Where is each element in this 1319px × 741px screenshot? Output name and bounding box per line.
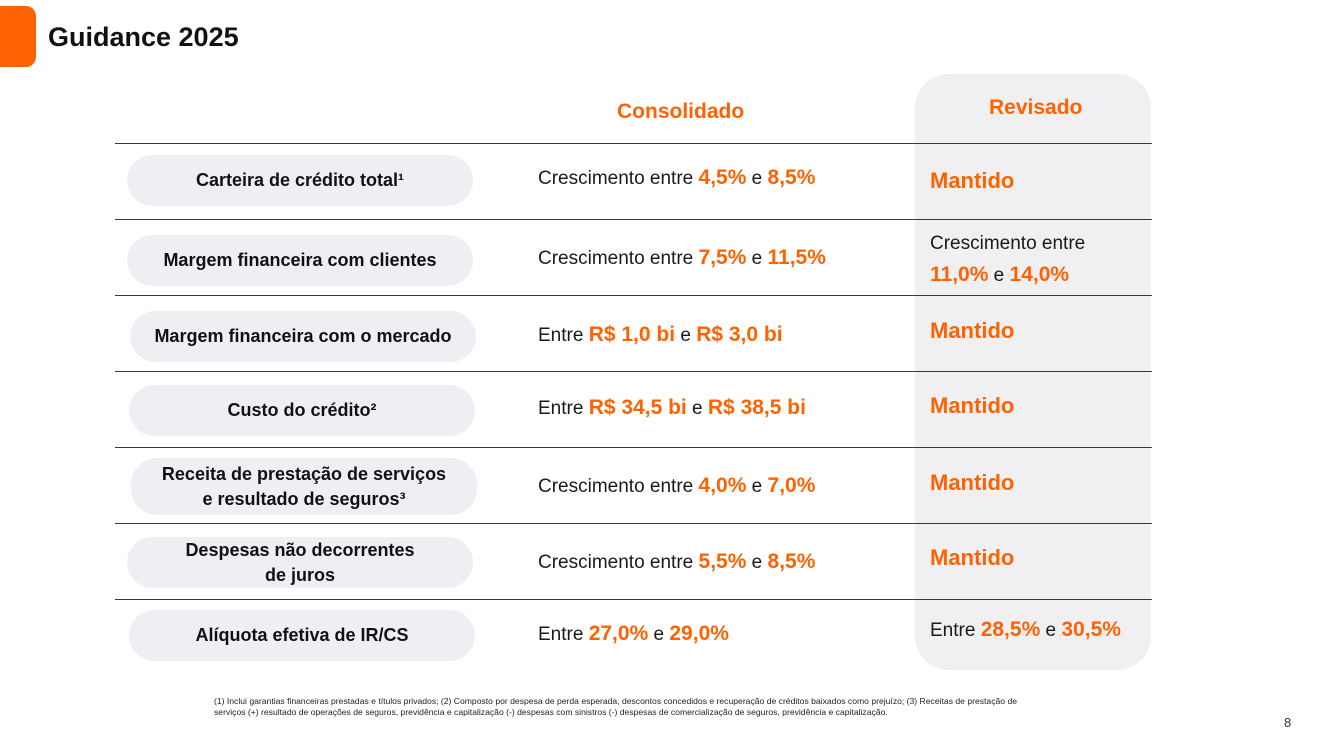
- value-high: 29,0%: [669, 622, 729, 645]
- row-label-margem-clientes: Margem financeira com clientes: [127, 235, 473, 286]
- value-prefix: Entre: [538, 624, 589, 645]
- row-label-text-line1: Despesas não decorrentes: [185, 540, 415, 561]
- consolidado-value-row-2: Crescimento entre 7,5% e 11,5%: [538, 246, 826, 270]
- revisado-status-row-1: Mantido: [930, 168, 1015, 193]
- consolidado-value-row-7: Entre 27,0% e 29,0%: [538, 622, 729, 646]
- value-prefix: Crescimento entre: [930, 233, 1086, 254]
- row-label-receita-servicos: Receita de prestação de serviços e resul…: [131, 458, 477, 515]
- row-divider: [115, 371, 1152, 372]
- row-label-text: Custo do crédito²: [227, 400, 377, 421]
- value-prefix: Crescimento entre: [538, 552, 699, 573]
- revisado-status-row-3: Mantido: [930, 318, 1015, 343]
- consolidado-value-row-4: Entre R$ 34,5 bi e R$ 38,5 bi: [538, 396, 806, 420]
- consolidado-value-row-6: Crescimento entre 5,5% e 8,5%: [538, 550, 815, 574]
- row-label-custo-credito: Custo do crédito²: [129, 385, 475, 436]
- revisado-value-row-7: Entre 28,5% e 30,5%: [930, 618, 1121, 642]
- row-label-text: Alíquota efetiva de IR/CS: [195, 625, 409, 646]
- value-high: 11,5%: [767, 246, 826, 269]
- row-label-margem-mercado: Margem financeira com o mercado: [130, 311, 476, 362]
- value-connector: e: [746, 248, 768, 269]
- value-low: 27,0%: [588, 622, 649, 645]
- value-high: 8,5%: [767, 166, 816, 189]
- value-low: 5,5%: [698, 550, 747, 573]
- value-connector: e: [686, 398, 708, 419]
- value-prefix: Crescimento entre: [538, 168, 699, 189]
- column-header-consolidado: Consolidado: [617, 100, 745, 123]
- revisado-status-row-4: Mantido: [930, 393, 1015, 418]
- revisado-status-row-5: Mantido: [930, 470, 1015, 495]
- footnote: (1) Inclui garantias financeiras prestad…: [214, 696, 1114, 717]
- value-connector: e: [1040, 620, 1062, 641]
- footnote-line-2: serviços (+) resultado de operações de s…: [214, 706, 888, 717]
- value-low: R$ 34,5 bi: [588, 396, 687, 419]
- row-label-text: Margem financeira com o mercado: [154, 326, 452, 347]
- value-high: 14,0%: [1009, 262, 1070, 286]
- value-connector: e: [675, 325, 697, 346]
- value-high: 8,5%: [767, 550, 816, 573]
- row-divider: [115, 599, 1152, 600]
- revisado-value-row-2: Crescimento entre 11,0% e 14,0%: [930, 230, 1085, 290]
- row-label-carteira-credito: Carteira de crédito total¹: [127, 155, 473, 206]
- value-connector: e: [746, 168, 768, 189]
- row-divider: [115, 143, 1152, 144]
- row-label-text: Margem financeira com clientes: [163, 250, 437, 271]
- value-high: 7,0%: [767, 474, 816, 497]
- page-title: Guidance 2025: [48, 22, 239, 52]
- row-label-aliquota: Alíquota efetiva de IR/CS: [129, 610, 475, 661]
- value-connector: e: [988, 264, 1010, 286]
- value-high: R$ 38,5 bi: [707, 396, 806, 419]
- revisado-status-row-6: Mantido: [930, 545, 1015, 570]
- value-high: R$ 3,0 bi: [696, 323, 783, 346]
- page-number: 8: [1284, 715, 1292, 730]
- value-connector: e: [746, 476, 768, 497]
- value-prefix: Entre: [538, 398, 589, 419]
- column-header-revisado: Revisado: [989, 96, 1083, 119]
- value-low: 28,5%: [980, 618, 1041, 641]
- value-low: 4,0%: [698, 474, 747, 497]
- consolidado-value-row-5: Crescimento entre 4,0% e 7,0%: [538, 474, 815, 498]
- row-divider: [115, 219, 1152, 220]
- row-label-text-line2: e resultado de seguros³: [202, 488, 406, 509]
- brand-accent-tab: [0, 6, 36, 67]
- revisado-column-panel: [915, 74, 1151, 670]
- value-low: 11,0%: [930, 262, 989, 286]
- row-divider: [115, 447, 1152, 448]
- row-label-text-line1: Receita de prestação de serviços: [161, 464, 447, 485]
- consolidado-value-row-3: Entre R$ 1,0 bi e R$ 3,0 bi: [538, 323, 783, 347]
- value-low: 4,5%: [698, 166, 747, 189]
- value-low: 7,5%: [698, 246, 747, 269]
- value-prefix: Crescimento entre: [538, 248, 699, 269]
- value-connector: e: [746, 552, 768, 573]
- value-high: 30,5%: [1061, 618, 1121, 641]
- value-connector: e: [648, 624, 670, 645]
- footnote-line-1: (1) Inclui garantias financeiras prestad…: [214, 696, 1018, 706]
- value-prefix: Entre: [538, 325, 589, 346]
- consolidado-value-row-1: Crescimento entre 4,5% e 8,5%: [538, 166, 815, 190]
- row-label-despesas: Despesas não decorrentes de juros: [127, 537, 473, 588]
- value-low: R$ 1,0 bi: [588, 323, 676, 346]
- value-prefix: Entre: [930, 620, 981, 641]
- row-divider: [115, 523, 1152, 524]
- row-label-text-line2: de juros: [264, 564, 335, 585]
- row-label-text: Carteira de crédito total¹: [195, 170, 405, 191]
- value-prefix: Crescimento entre: [538, 476, 699, 497]
- row-divider: [115, 295, 1152, 296]
